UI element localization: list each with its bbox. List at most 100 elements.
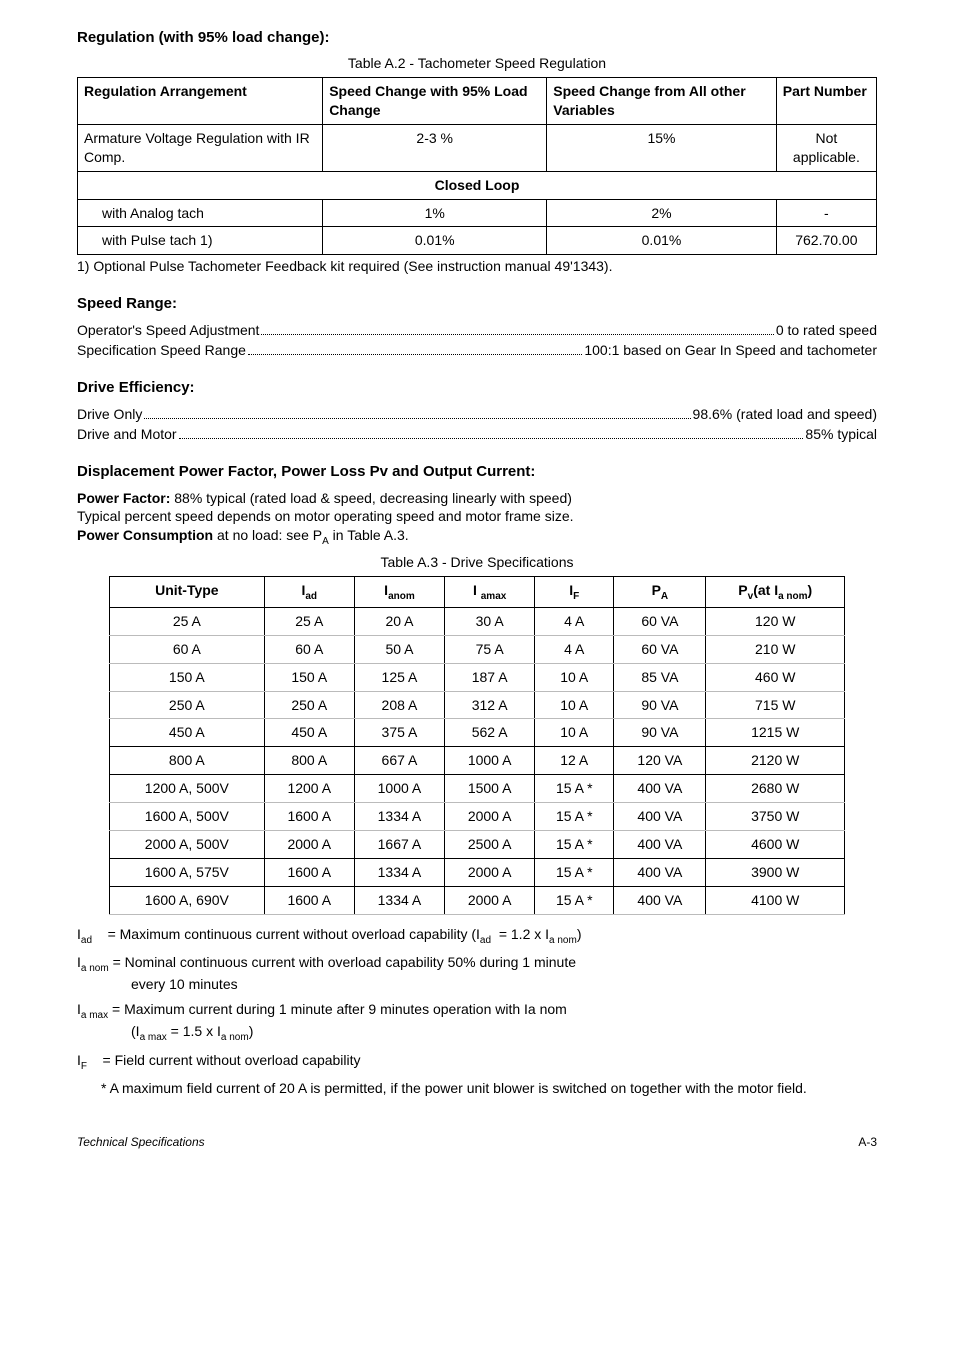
dpf-pc-tail: in Table A.3. bbox=[329, 527, 409, 543]
table-cell: 800 A bbox=[110, 747, 265, 775]
tA2-r2c3: - bbox=[776, 199, 876, 227]
table-cell: 4600 W bbox=[706, 830, 845, 858]
table-row: 1600 A, 575V1600 A1334 A2000 A15 A *400 … bbox=[110, 858, 845, 886]
dotted-line: Specification Speed Range100:1 based on … bbox=[77, 341, 877, 360]
table-cell: 3900 W bbox=[706, 858, 845, 886]
table-cell: 4 A bbox=[535, 635, 614, 663]
tA2-r3c1: 0.01% bbox=[323, 227, 547, 255]
tA2-h1: Speed Change with 95% Load Change bbox=[323, 78, 547, 125]
page-footer: Technical Specifications A-3 bbox=[77, 1134, 877, 1150]
table-cell: 450 A bbox=[110, 719, 265, 747]
table-cell: 1334 A bbox=[354, 858, 444, 886]
dotted-line: Operator's Speed Adjustment0 to rated sp… bbox=[77, 321, 877, 340]
table-cell: 60 A bbox=[264, 635, 354, 663]
tA3-h4: IF bbox=[535, 576, 614, 607]
table-cell: 1600 A bbox=[264, 886, 354, 914]
table-cell: 60 VA bbox=[614, 635, 706, 663]
table-row: 250 A250 A208 A312 A10 A90 VA715 W bbox=[110, 691, 845, 719]
legend-star: * A maximum field current of 20 A is per… bbox=[111, 1079, 877, 1098]
dpf-pc-bold: Power Consumption bbox=[77, 527, 213, 543]
table-cell: 400 VA bbox=[614, 886, 706, 914]
tA2-r2c1: 1% bbox=[323, 199, 547, 227]
table-cell: 10 A bbox=[535, 719, 614, 747]
tA2-r3c2: 0.01% bbox=[547, 227, 777, 255]
table-row: 2000 A, 500V2000 A1667 A2500 A15 A *400 … bbox=[110, 830, 845, 858]
table-cell: 15 A * bbox=[535, 775, 614, 803]
legend-if: IF = Field current without overload capa… bbox=[77, 1051, 877, 1073]
table-cell: 15 A * bbox=[535, 803, 614, 831]
table-cell: 60 A bbox=[110, 635, 265, 663]
table-cell: 15 A * bbox=[535, 830, 614, 858]
table-cell: 450 A bbox=[264, 719, 354, 747]
tA2-r2c0: with Analog tach bbox=[78, 199, 323, 227]
table-row: 25 A25 A20 A30 A4 A60 VA120 W bbox=[110, 607, 845, 635]
table-cell: 1600 A, 500V bbox=[110, 803, 265, 831]
tA2-r1c1: 2-3 % bbox=[323, 124, 547, 171]
speed-range-lines: Operator's Speed Adjustment0 to rated sp… bbox=[77, 321, 877, 361]
table-cell: 715 W bbox=[706, 691, 845, 719]
table-cell: 1600 A, 690V bbox=[110, 886, 265, 914]
table-row: 150 A150 A125 A187 A10 A85 VA460 W bbox=[110, 663, 845, 691]
legend-ianom: Ia nom = Nominal continuous current with… bbox=[77, 953, 877, 994]
table-cell: 1600 A bbox=[264, 858, 354, 886]
tA2-r1c2: 15% bbox=[547, 124, 777, 171]
table-cell: 187 A bbox=[445, 663, 535, 691]
legend-block: Iad = Maximum continuous current without… bbox=[77, 925, 877, 1098]
tableA2-caption: Table A.2 - Tachometer Speed Regulation bbox=[77, 54, 877, 73]
table-cell: 375 A bbox=[354, 719, 444, 747]
table-cell: 1000 A bbox=[354, 775, 444, 803]
table-cell: 250 A bbox=[264, 691, 354, 719]
table-cell: 120 VA bbox=[614, 747, 706, 775]
tableA3-caption: Table A.3 - Drive Specifications bbox=[77, 553, 877, 572]
tA2-r2c2: 2% bbox=[547, 199, 777, 227]
table-cell: 90 VA bbox=[614, 719, 706, 747]
table-cell: 15 A * bbox=[535, 858, 614, 886]
legend-iamax: Ia max = Maximum current during 1 minute… bbox=[77, 1000, 877, 1045]
tA2-closed-loop: Closed Loop bbox=[78, 171, 877, 199]
table-cell: 1334 A bbox=[354, 886, 444, 914]
table-cell: 210 W bbox=[706, 635, 845, 663]
section-heading-speed-range: Speed Range: bbox=[77, 294, 877, 314]
table-cell: 3750 W bbox=[706, 803, 845, 831]
table-cell: 85 VA bbox=[614, 663, 706, 691]
table-cell: 4 A bbox=[535, 607, 614, 635]
tA3-h3: I amax bbox=[445, 576, 535, 607]
table-row: 1600 A, 500V1600 A1334 A2000 A15 A *400 … bbox=[110, 803, 845, 831]
table-cell: 400 VA bbox=[614, 858, 706, 886]
table-cell: 125 A bbox=[354, 663, 444, 691]
table-cell: 150 A bbox=[110, 663, 265, 691]
dotted-line: Drive and Motor85% typical bbox=[77, 425, 877, 444]
tA2-h3: Part Number bbox=[776, 78, 876, 125]
tA3-h5: PA bbox=[614, 576, 706, 607]
dpf-pc-sub: A bbox=[322, 536, 329, 547]
table-cell: 250 A bbox=[110, 691, 265, 719]
footer-left: Technical Specifications bbox=[77, 1134, 205, 1150]
table-row: 60 A60 A50 A75 A4 A60 VA210 W bbox=[110, 635, 845, 663]
table-cell: 2000 A bbox=[445, 803, 535, 831]
table-cell: 1215 W bbox=[706, 719, 845, 747]
table-cell: 1600 A bbox=[264, 803, 354, 831]
table-cell: 75 A bbox=[445, 635, 535, 663]
footer-right: A-3 bbox=[858, 1134, 877, 1150]
tableA2: Regulation Arrangement Speed Change with… bbox=[77, 77, 877, 255]
table-cell: 2000 A bbox=[264, 830, 354, 858]
table-row: 450 A450 A375 A562 A10 A90 VA1215 W bbox=[110, 719, 845, 747]
table-row: 1600 A, 690V1600 A1334 A2000 A15 A *400 … bbox=[110, 886, 845, 914]
table-cell: 400 VA bbox=[614, 803, 706, 831]
table-cell: 312 A bbox=[445, 691, 535, 719]
table-cell: 1200 A bbox=[264, 775, 354, 803]
table-cell: 460 W bbox=[706, 663, 845, 691]
table-cell: 30 A bbox=[445, 607, 535, 635]
tA3-h1: Iad bbox=[264, 576, 354, 607]
table-cell: 1667 A bbox=[354, 830, 444, 858]
table-cell: 2000 A bbox=[445, 858, 535, 886]
dpf-pf-bold: Power Factor: bbox=[77, 490, 170, 506]
tA3-h0: Unit-Type bbox=[110, 576, 265, 607]
dpf-typ: Typical percent speed depends on motor o… bbox=[77, 508, 574, 524]
table-row: 800 A800 A667 A1000 A12 A120 VA2120 W bbox=[110, 747, 845, 775]
dotted-line: Drive Only98.6% (rated load and speed) bbox=[77, 405, 877, 424]
table-cell: 10 A bbox=[535, 663, 614, 691]
drive-eff-lines: Drive Only98.6% (rated load and speed)Dr… bbox=[77, 405, 877, 445]
dpf-pc-rest: at no load: see P bbox=[213, 527, 322, 543]
tA2-r1c3: Not applicable. bbox=[776, 124, 876, 171]
